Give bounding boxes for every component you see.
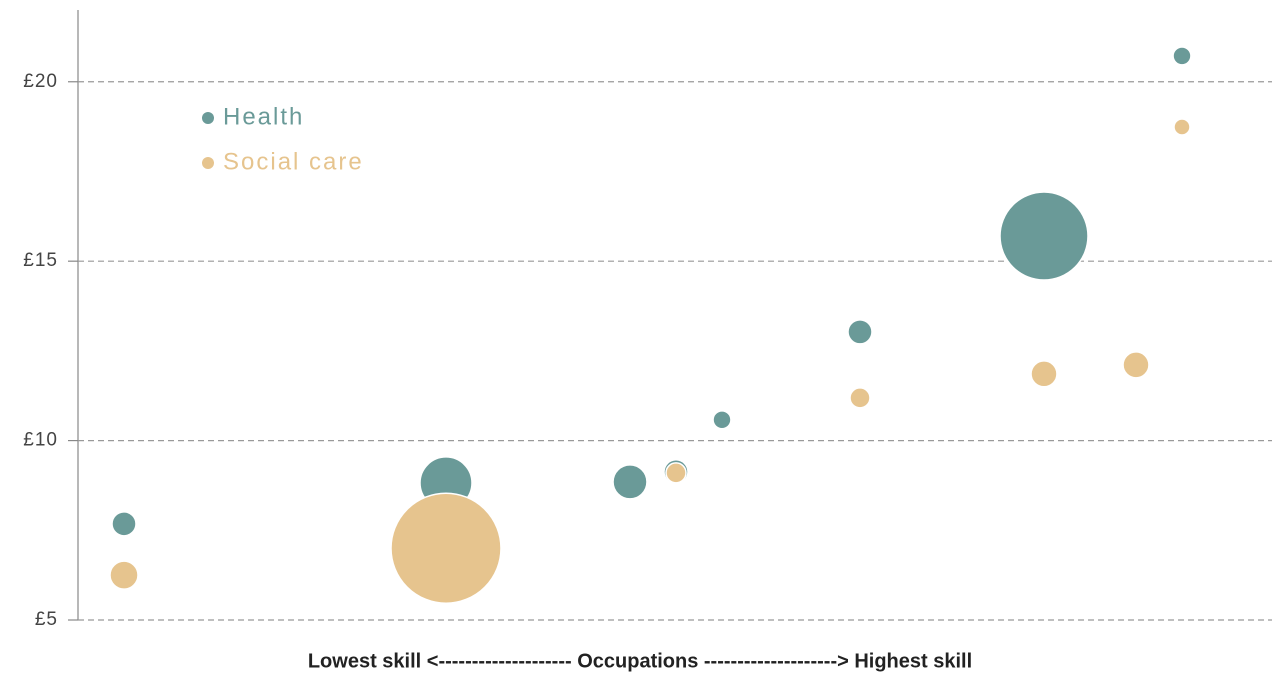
bubble	[1172, 46, 1192, 66]
bubble	[847, 319, 873, 345]
bubble	[390, 492, 502, 604]
legend-marker	[202, 157, 214, 169]
bubble	[612, 464, 648, 500]
x-axis-label: Lowest skill <-------------------- Occup…	[308, 650, 972, 672]
bubble	[1122, 351, 1150, 379]
legend-marker	[202, 112, 214, 124]
y-tick-label: £5	[35, 609, 58, 630]
y-tick-label: £10	[23, 430, 58, 451]
y-tick-label: £20	[23, 71, 58, 92]
bubble	[111, 511, 137, 537]
bubble	[1173, 118, 1191, 136]
bubble	[665, 462, 687, 484]
bubble	[849, 387, 871, 409]
y-tick-label: £15	[23, 250, 58, 271]
bubble	[1030, 360, 1058, 388]
legend-label: Social care	[223, 148, 364, 175]
bubble	[109, 560, 139, 590]
legend-label: Health	[223, 103, 304, 130]
bubble	[999, 191, 1089, 281]
bubble	[712, 410, 732, 430]
